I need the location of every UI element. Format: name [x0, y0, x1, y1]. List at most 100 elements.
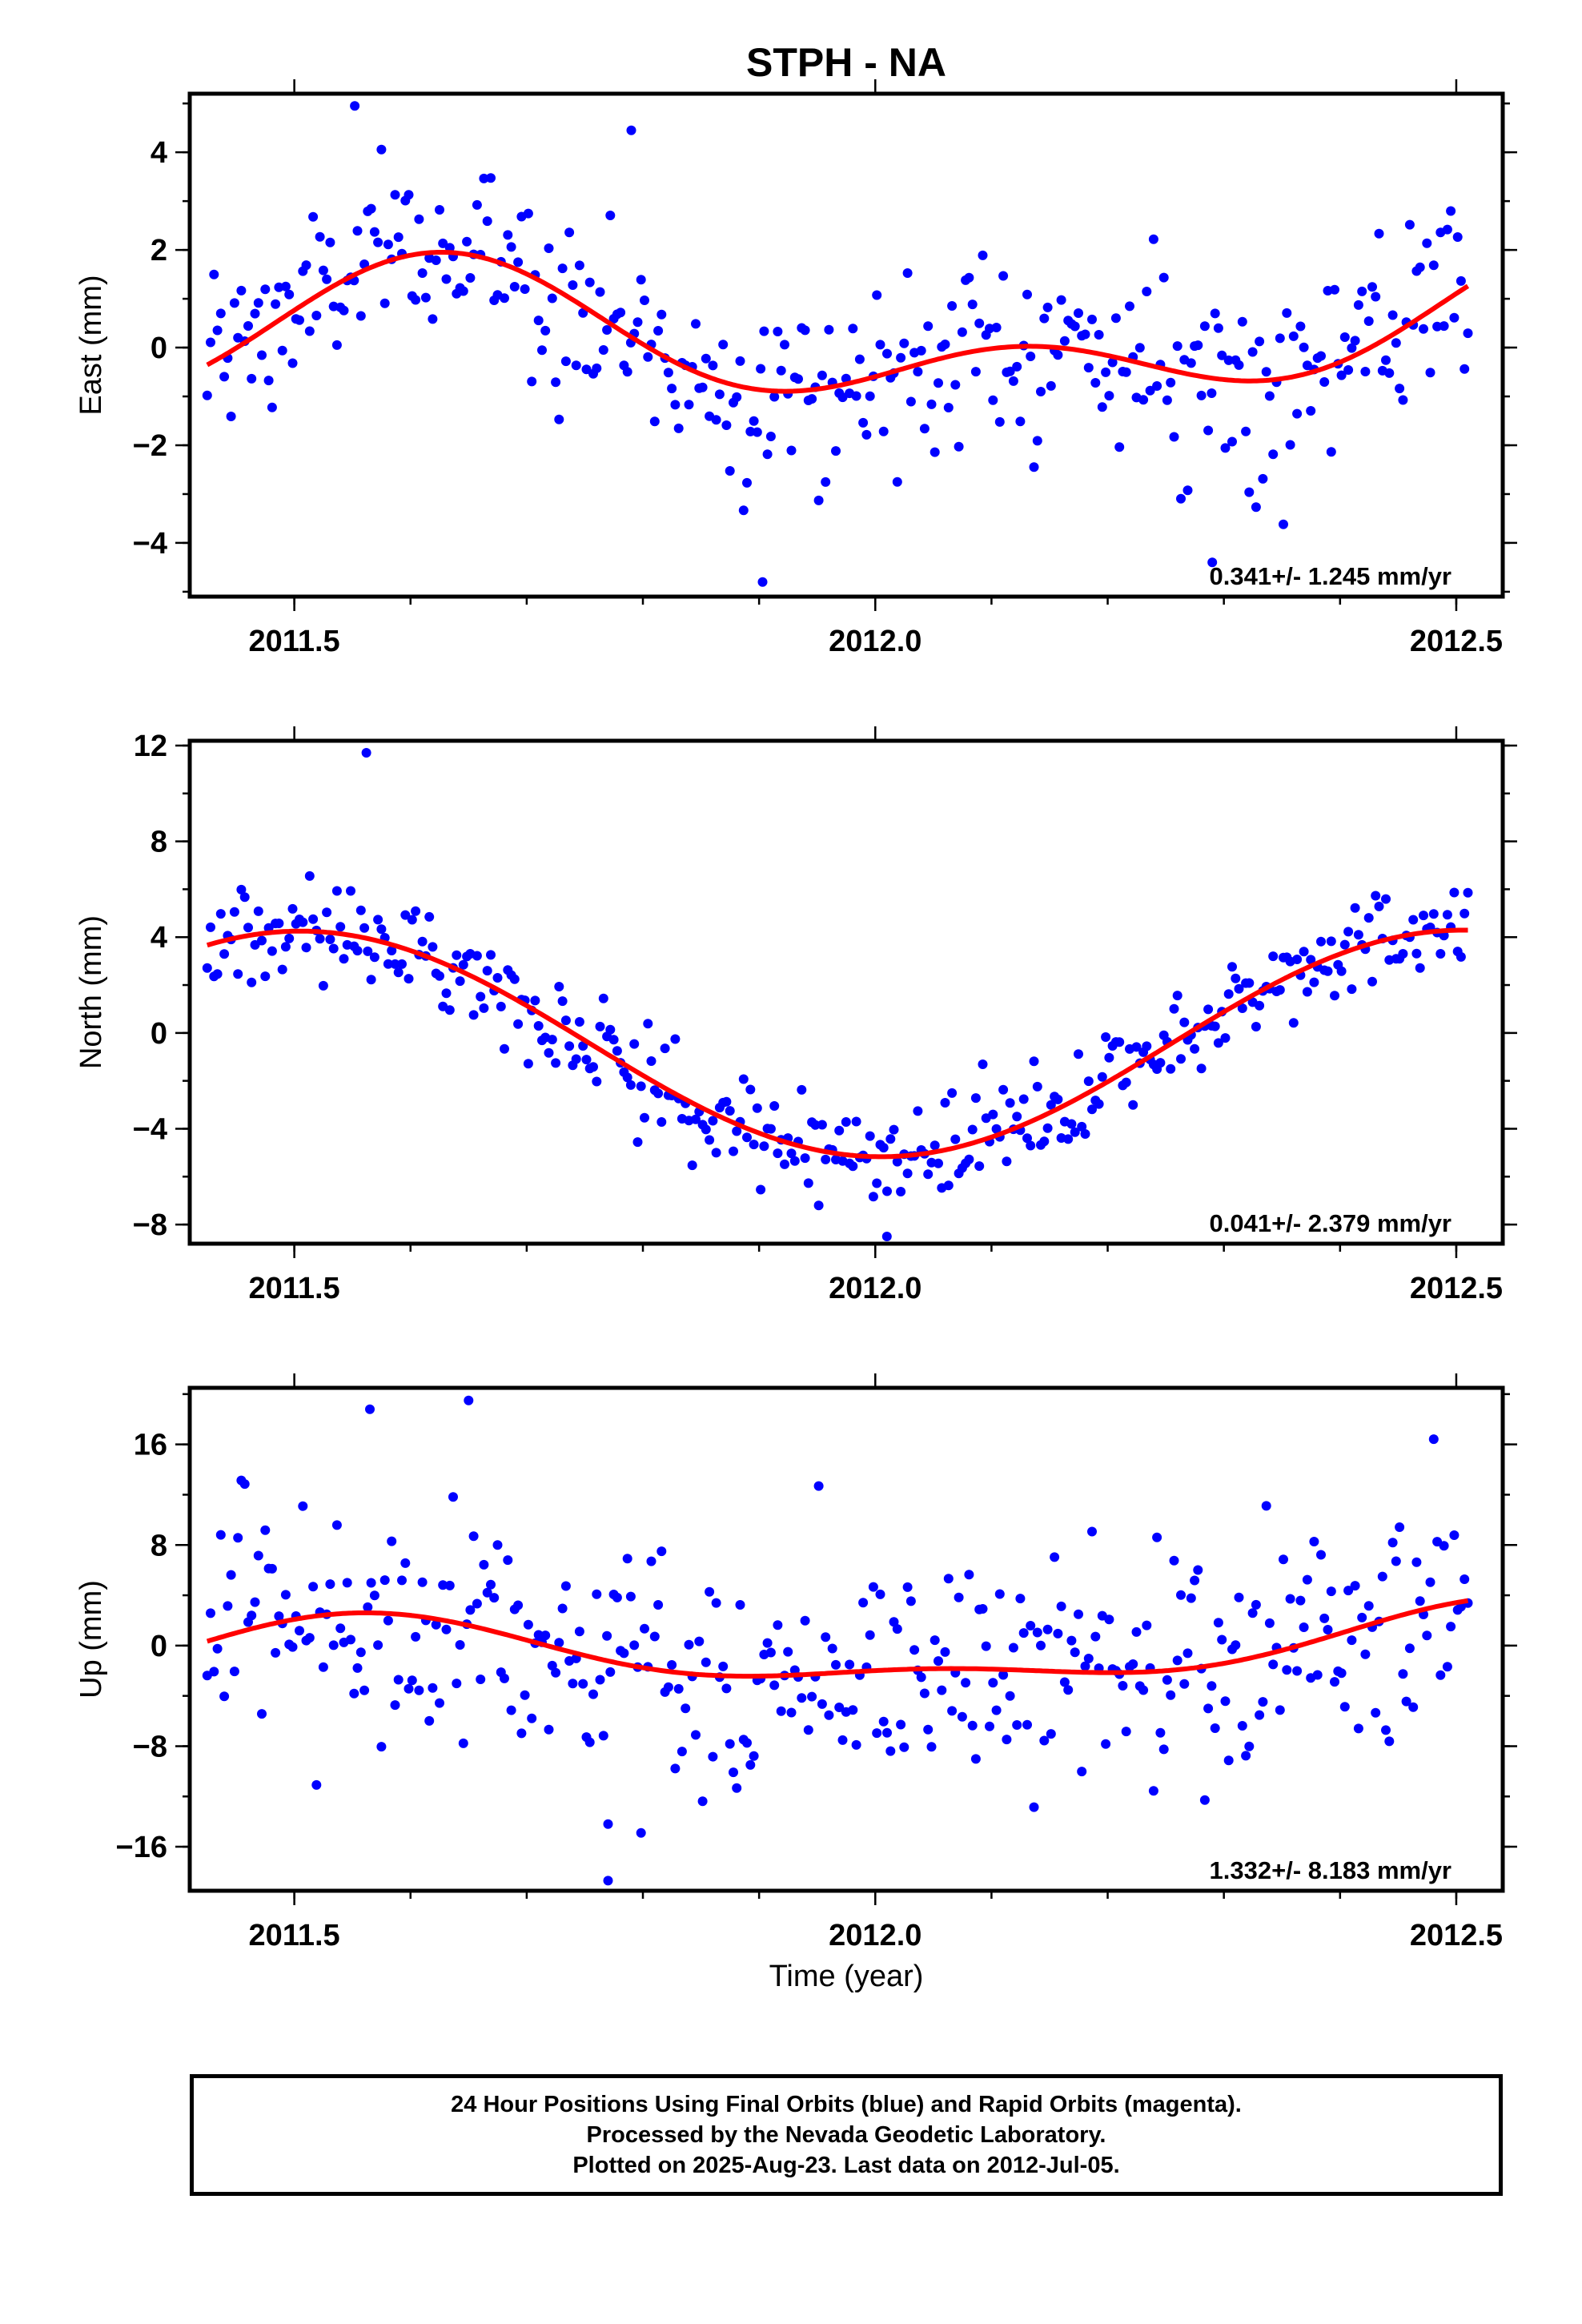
north-data-point: [215, 909, 226, 919]
east-y-tick-label: 4: [151, 136, 167, 170]
east-data-point: [547, 293, 557, 304]
up-data-point: [1415, 1596, 1425, 1606]
up-data-point: [1279, 1554, 1288, 1565]
north-data-point: [1131, 1042, 1142, 1052]
up-outlier-point: [603, 1819, 613, 1829]
east-data-point: [1384, 368, 1395, 378]
up-data-point: [482, 1587, 492, 1598]
up-data-point: [729, 1767, 738, 1778]
north-data-point: [943, 1180, 954, 1191]
east-data-point: [404, 190, 414, 200]
east-data-point: [1036, 387, 1046, 396]
up-data-point: [557, 1603, 568, 1614]
up-data-point: [619, 1648, 629, 1659]
north-data-point: [328, 943, 339, 954]
up-data-point: [540, 1630, 551, 1641]
east-data-point: [465, 273, 476, 283]
north-data-point: [721, 1096, 732, 1107]
up-data-point: [602, 1630, 612, 1641]
up-outlier-point: [464, 1395, 474, 1405]
east-data-point: [964, 272, 974, 283]
east-data-point: [1080, 329, 1090, 340]
up-data-point: [250, 1597, 260, 1607]
up-data-point: [735, 1600, 745, 1610]
east-data-point: [684, 400, 694, 410]
east-data-point: [780, 340, 789, 350]
up-data-point: [503, 1555, 513, 1566]
north-data-point: [612, 1046, 622, 1056]
up-data-point: [1360, 1649, 1371, 1659]
east-data-point: [557, 263, 568, 274]
up-x-ticks: [293, 1373, 1458, 1905]
up-data-point: [1036, 1640, 1046, 1651]
up-data-point: [1182, 1648, 1193, 1659]
up-data-point: [967, 1720, 978, 1731]
north-data-point: [229, 907, 239, 917]
up-data-point: [937, 1685, 947, 1695]
up-data-point: [295, 1626, 304, 1636]
north-data-point: [974, 1161, 985, 1172]
up-data-point: [745, 1759, 756, 1770]
north-data-point: [1087, 1104, 1097, 1115]
up-data-point: [697, 1796, 708, 1807]
north-data-point: [359, 923, 370, 933]
north-data-point: [574, 1017, 584, 1027]
up-data-point: [1039, 1735, 1050, 1746]
up-data-point: [424, 1715, 435, 1726]
north-data-point: [390, 959, 400, 969]
east-data-point: [1234, 360, 1244, 370]
east-data-point: [622, 367, 632, 377]
north-data-point: [765, 1124, 776, 1134]
up-data-point: [233, 1533, 243, 1543]
east-data-point: [831, 446, 841, 456]
up-data-point: [226, 1570, 236, 1580]
north-data-point: [492, 973, 503, 983]
east-data-point: [905, 396, 916, 407]
north-y-tick-label: −8: [133, 1208, 167, 1242]
north-data-point: [1231, 973, 1241, 983]
up-data-point: [1080, 1661, 1090, 1671]
north-data-point: [646, 1056, 656, 1066]
east-data-point: [527, 376, 537, 387]
up-data-point: [206, 1608, 215, 1618]
east-data-point: [1042, 302, 1053, 312]
up-outlier-point: [603, 1876, 613, 1886]
north-data-point: [404, 974, 414, 984]
up-data-point: [773, 1620, 783, 1630]
north-data-point: [486, 950, 496, 960]
north-data-points: [202, 748, 1473, 1241]
east-data-point: [813, 495, 824, 505]
east-data-point: [934, 378, 943, 388]
east-data-point: [431, 255, 441, 265]
east-data-point: [1070, 321, 1080, 332]
north-data-point: [595, 1021, 605, 1031]
east-data-point: [1404, 219, 1415, 230]
north-data-point: [598, 993, 608, 1003]
north-data-point: [500, 1043, 509, 1054]
east-data-point: [923, 321, 934, 332]
north-data-point: [411, 906, 421, 916]
up-data-point: [776, 1706, 786, 1716]
up-data-point: [765, 1647, 776, 1658]
east-data-point: [899, 338, 909, 348]
east-data-point: [718, 340, 729, 350]
north-fit-curve: [206, 927, 1468, 1160]
north-data-point: [1022, 1133, 1032, 1144]
up-data-point: [786, 1707, 797, 1718]
north-data-point: [1292, 955, 1303, 964]
up-data-point: [991, 1705, 1002, 1715]
north-data-point: [325, 935, 335, 944]
north-data-point: [202, 963, 212, 973]
north-y-ticks: [175, 744, 1517, 1226]
north-y-tick-label: 8: [151, 826, 167, 859]
east-data-point: [602, 325, 612, 335]
up-data-point: [1449, 1530, 1460, 1540]
north-data-point: [1411, 948, 1422, 959]
east-data-point: [1046, 380, 1056, 391]
east-data-point: [616, 308, 626, 318]
north-data-point: [1227, 962, 1237, 972]
east-data-point: [1083, 363, 1094, 373]
up-data-point: [1022, 1719, 1032, 1730]
north-data-point: [640, 1112, 649, 1123]
north-data-point: [551, 1058, 561, 1068]
